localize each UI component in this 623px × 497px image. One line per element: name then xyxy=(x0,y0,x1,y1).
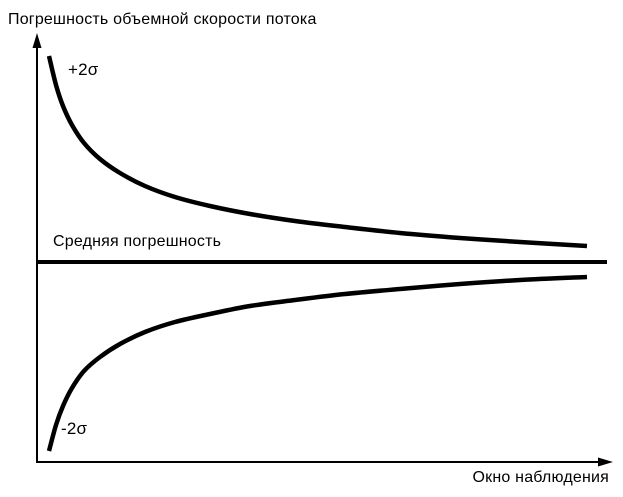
series-layer xyxy=(37,55,607,452)
x-axis-arrow-icon xyxy=(598,457,613,467)
chart-title: Погрешность объемной скорости потока xyxy=(8,11,317,28)
y-axis xyxy=(32,33,42,463)
mean-line-label: Средняя погрешность xyxy=(53,233,222,250)
y-axis-arrow-icon xyxy=(32,33,42,48)
series-lower-confidence-bound xyxy=(46,274,588,452)
x-axis-label: Окно наблюдения xyxy=(472,469,609,486)
series-upper-confidence-bound xyxy=(46,55,588,249)
x-axis xyxy=(36,457,613,467)
lower-curve-label: -2σ xyxy=(61,419,88,438)
upper-curve-label: +2σ xyxy=(68,60,99,79)
